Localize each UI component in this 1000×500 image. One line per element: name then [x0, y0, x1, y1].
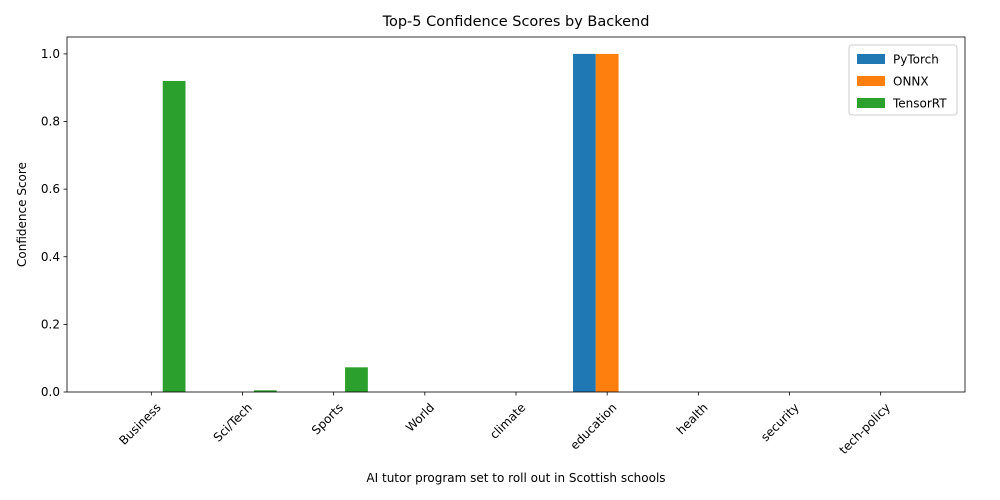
legend: PyTorch ONNX TensorRT [848, 44, 958, 116]
y-tick-label: 0.4 [41, 250, 60, 264]
y-tick-label: 1.0 [41, 47, 60, 61]
legend-label-pytorch: PyTorch [893, 53, 939, 67]
bar-tensorrt-0 [162, 80, 186, 392]
y-tick-label: 0.2 [41, 317, 60, 331]
y-tick-label: 0.0 [41, 385, 60, 399]
y-tick-label: 0.6 [41, 182, 60, 196]
bar-onnx-5 [595, 53, 619, 393]
legend-swatch-tensorrt [857, 98, 885, 108]
bar-tensorrt-1 [253, 390, 277, 392]
legend-swatch-pytorch [857, 54, 885, 64]
x-axis-label: AI tutor program set to roll out in Scot… [366, 471, 665, 485]
y-axis-label: Confidence Score [15, 162, 29, 267]
chart-title: Top-5 Confidence Scores by Backend [382, 14, 650, 30]
bar-tensorrt-2 [345, 367, 368, 392]
legend-swatch-onnx [857, 76, 885, 86]
bar-pytorch-5 [572, 53, 596, 393]
legend-label-tensorrt: TensorRT [892, 97, 947, 111]
legend-label-onnx: ONNX [893, 75, 929, 89]
y-tick-label: 0.8 [41, 115, 60, 129]
